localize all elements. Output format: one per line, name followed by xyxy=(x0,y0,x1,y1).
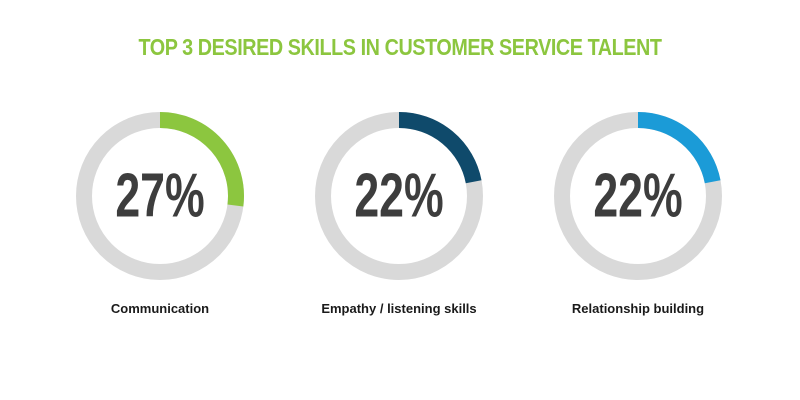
donut-value-communication: 27% xyxy=(115,162,204,231)
donut-chart-relationship: 22% xyxy=(554,112,722,280)
donut-arc-relationship xyxy=(637,112,721,184)
donut-value-relationship: 22% xyxy=(593,162,682,231)
chart-title: TOP 3 DESIRED SKILLS IN CUSTOMER SERVICE… xyxy=(138,34,662,60)
donut-label-relationship: Relationship building xyxy=(571,301,705,316)
donut-arc-empathy xyxy=(398,112,482,184)
donut-value-empathy: 22% xyxy=(354,162,443,231)
donut-arc-communication xyxy=(159,112,244,207)
donut-label-empathy: Empathy / listening skills xyxy=(321,301,477,316)
donut-label-communication: Communication xyxy=(110,301,210,316)
donut-chart-empathy: 22% xyxy=(315,112,483,280)
donut-chart-communication: 27% xyxy=(76,112,244,280)
